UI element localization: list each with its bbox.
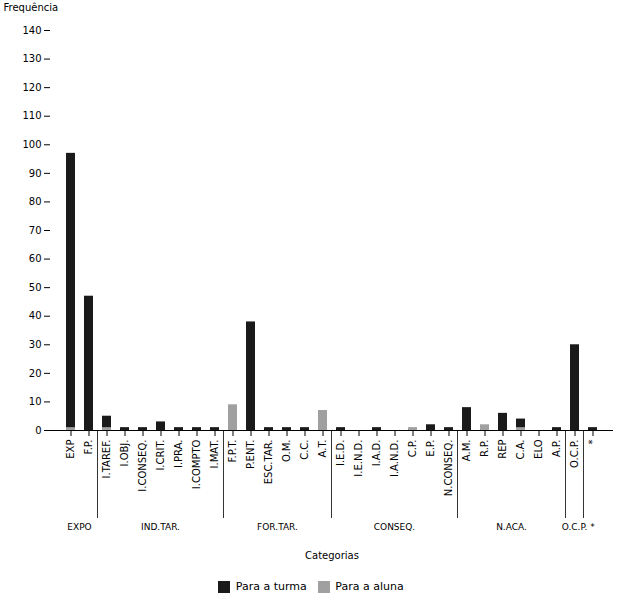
svg-text:O.C.P.: O.C.P.: [562, 522, 588, 532]
svg-text:C.P.: C.P.: [407, 440, 418, 458]
svg-text:F.P.T.: F.P.T.: [227, 440, 238, 463]
svg-text:*: *: [590, 522, 595, 532]
svg-text:IND.TAR.: IND.TAR.: [141, 522, 180, 532]
svg-text:I.E.D.: I.E.D.: [335, 440, 346, 467]
svg-text:80: 80: [29, 196, 42, 207]
svg-text:FOR.TAR.: FOR.TAR.: [257, 522, 298, 532]
svg-text:C.C.: C.C.: [299, 440, 310, 460]
svg-text:O.M.: O.M.: [281, 440, 292, 462]
svg-text:10: 10: [29, 396, 42, 407]
svg-text:40: 40: [29, 310, 42, 321]
svg-text:70: 70: [29, 225, 42, 236]
svg-text:REP: REP: [497, 440, 508, 459]
svg-text:F.P.: F.P.: [83, 440, 94, 455]
svg-text:EXP: EXP: [65, 440, 76, 459]
svg-text:20: 20: [29, 368, 42, 379]
svg-text:I.E.N.D.: I.E.N.D.: [353, 440, 364, 477]
svg-text:140: 140: [22, 25, 41, 36]
svg-text:ELO: ELO: [533, 439, 544, 459]
svg-text:N.ACA.: N.ACA.: [496, 522, 527, 532]
svg-text:E.P.: E.P.: [425, 440, 436, 457]
html-text:Para a turma: Para a turma: [235, 580, 307, 593]
svg-text:A.P.: A.P.: [551, 440, 562, 458]
html-text:Para a aluna: Para a aluna: [335, 580, 404, 593]
svg-text:R.P.: R.P.: [479, 440, 490, 457]
svg-text:A.M.: A.M.: [461, 440, 472, 462]
svg-text:O.C.P.: O.C.P.: [569, 440, 580, 468]
svg-text:I.CONSEQ.: I.CONSEQ.: [137, 440, 148, 492]
svg-text:Categorias: Categorias: [305, 550, 359, 561]
svg-text:130: 130: [22, 53, 41, 64]
svg-text:0: 0: [35, 425, 41, 436]
svg-text:110: 110: [22, 110, 41, 121]
svg-text:30: 30: [29, 339, 42, 350]
svg-text:I.A.N.D.: I.A.N.D.: [389, 440, 400, 478]
svg-text:I.TAREF.: I.TAREF.: [101, 440, 112, 479]
svg-text:I.A.D.: I.A.D.: [371, 440, 382, 467]
svg-text:EXPO: EXPO: [67, 522, 91, 532]
svg-text:I.CRIT.: I.CRIT.: [155, 440, 166, 471]
svg-text:90: 90: [29, 168, 42, 179]
svg-text:P.ENT.: P.ENT.: [245, 440, 256, 470]
svg-text:Frequência: Frequência: [4, 2, 59, 13]
svg-text:C.A.: C.A.: [515, 440, 526, 460]
svg-text:N.CONSEQ.: N.CONSEQ.: [443, 440, 454, 497]
svg-text:*: *: [587, 440, 598, 445]
svg-text:100: 100: [22, 139, 41, 150]
svg-text:I.COMPTO: I.COMPTO: [191, 439, 202, 489]
svg-text:I.MAT.: I.MAT.: [209, 440, 220, 469]
svg-text:120: 120: [22, 82, 41, 93]
svg-text:ESC.TAR.: ESC.TAR.: [263, 440, 274, 485]
svg-text:A.T.: A.T.: [317, 440, 328, 458]
svg-text:50: 50: [29, 282, 42, 293]
svg-text:I.PRA.: I.PRA.: [173, 440, 184, 469]
svg-text:CONSEQ.: CONSEQ.: [374, 522, 415, 532]
svg-text:I.OBJ.: I.OBJ.: [119, 440, 130, 467]
svg-text:60: 60: [29, 253, 42, 264]
